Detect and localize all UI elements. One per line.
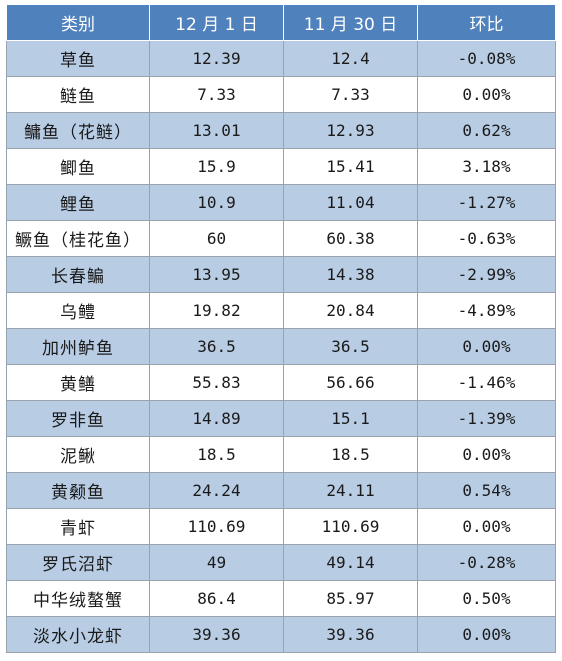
table-row: 黄鳝 55.83 56.66 -1.46% bbox=[6, 364, 556, 401]
header-change: 环比 bbox=[417, 4, 556, 41]
cell-change: -1.27% bbox=[417, 184, 556, 221]
cell-dec-1-price: 7.33 bbox=[149, 76, 284, 113]
cell-nov-30-price: 15.1 bbox=[283, 400, 418, 437]
cell-nov-30-price: 14.38 bbox=[283, 256, 418, 293]
table-row: 罗氏沼虾 49 49.14 -0.28% bbox=[6, 544, 556, 581]
cell-dec-1-price: 55.83 bbox=[149, 364, 284, 401]
cell-change: 0.00% bbox=[417, 76, 556, 113]
cell-category: 罗非鱼 bbox=[6, 400, 150, 437]
table-row: 中华绒螯蟹 86.4 85.97 0.50% bbox=[6, 580, 556, 617]
cell-category: 淡水小龙虾 bbox=[6, 616, 150, 653]
cell-dec-1-price: 49 bbox=[149, 544, 284, 581]
cell-change: 0.00% bbox=[417, 328, 556, 365]
cell-nov-30-price: 20.84 bbox=[283, 292, 418, 329]
cell-category: 罗氏沼虾 bbox=[6, 544, 150, 581]
cell-change: -1.46% bbox=[417, 364, 556, 401]
table-row: 鲤鱼 10.9 11.04 -1.27% bbox=[6, 184, 556, 221]
cell-change: 0.00% bbox=[417, 616, 556, 653]
cell-nov-30-price: 36.5 bbox=[283, 328, 418, 365]
cell-category: 乌鳢 bbox=[6, 292, 150, 329]
table-row: 泥鳅 18.5 18.5 0.00% bbox=[6, 436, 556, 473]
cell-change: -0.63% bbox=[417, 220, 556, 257]
cell-dec-1-price: 19.82 bbox=[149, 292, 284, 329]
cell-category: 泥鳅 bbox=[6, 436, 150, 473]
table-row: 鲫鱼 15.9 15.41 3.18% bbox=[6, 148, 556, 185]
cell-category: 中华绒螯蟹 bbox=[6, 580, 150, 617]
table-header: 类别 12 月 1 日 11 月 30 日 环比 bbox=[6, 4, 556, 41]
cell-change: -2.99% bbox=[417, 256, 556, 293]
cell-dec-1-price: 18.5 bbox=[149, 436, 284, 473]
cell-change: 0.50% bbox=[417, 580, 556, 617]
cell-nov-30-price: 110.69 bbox=[283, 508, 418, 545]
cell-dec-1-price: 15.9 bbox=[149, 148, 284, 185]
cell-category: 青虾 bbox=[6, 508, 150, 545]
cell-dec-1-price: 39.36 bbox=[149, 616, 284, 653]
table-row: 乌鳢 19.82 20.84 -4.89% bbox=[6, 292, 556, 329]
cell-category: 草鱼 bbox=[6, 40, 150, 77]
cell-dec-1-price: 86.4 bbox=[149, 580, 284, 617]
cell-nov-30-price: 12.4 bbox=[283, 40, 418, 77]
cell-dec-1-price: 10.9 bbox=[149, 184, 284, 221]
cell-nov-30-price: 39.36 bbox=[283, 616, 418, 653]
cell-change: -1.39% bbox=[417, 400, 556, 437]
cell-dec-1-price: 12.39 bbox=[149, 40, 284, 77]
cell-category: 鲢鱼 bbox=[6, 76, 150, 113]
table-row: 加州鲈鱼 36.5 36.5 0.00% bbox=[6, 328, 556, 365]
cell-category: 鲫鱼 bbox=[6, 148, 150, 185]
table-row: 黄颡鱼 24.24 24.11 0.54% bbox=[6, 472, 556, 509]
table-body: 草鱼 12.39 12.4 -0.08% 鲢鱼 7.33 7.33 0.00% 鳙鱼（花鲢） 13… bbox=[6, 40, 556, 653]
cell-nov-30-price: 7.33 bbox=[283, 76, 418, 113]
cell-nov-30-price: 24.11 bbox=[283, 472, 418, 509]
cell-dec-1-price: 13.95 bbox=[149, 256, 284, 293]
table-row: 罗非鱼 14.89 15.1 -1.39% bbox=[6, 400, 556, 437]
cell-change: 0.62% bbox=[417, 112, 556, 149]
cell-category: 黄鳝 bbox=[6, 364, 150, 401]
cell-change: -0.28% bbox=[417, 544, 556, 581]
cell-category: 黄颡鱼 bbox=[6, 472, 150, 509]
table-row: 鲢鱼 7.33 7.33 0.00% bbox=[6, 76, 556, 113]
cell-dec-1-price: 14.89 bbox=[149, 400, 284, 437]
cell-change: 3.18% bbox=[417, 148, 556, 185]
table-row: 淡水小龙虾 39.36 39.36 0.00% bbox=[6, 616, 556, 653]
cell-change: 0.00% bbox=[417, 508, 556, 545]
cell-nov-30-price: 56.66 bbox=[283, 364, 418, 401]
cell-change: -0.08% bbox=[417, 40, 556, 77]
cell-category: 鲤鱼 bbox=[6, 184, 150, 221]
cell-nov-30-price: 49.14 bbox=[283, 544, 418, 581]
price-table: 类别 12 月 1 日 11 月 30 日 环比 草鱼 12.39 12.4 -0.0… bbox=[6, 4, 556, 653]
table-row: 鳜鱼（桂花鱼） 60 60.38 -0.63% bbox=[6, 220, 556, 257]
table-row: 草鱼 12.39 12.4 -0.08% bbox=[6, 40, 556, 77]
cell-change: 0.00% bbox=[417, 436, 556, 473]
header-nov-30: 11 月 30 日 bbox=[283, 4, 418, 41]
cell-nov-30-price: 85.97 bbox=[283, 580, 418, 617]
table-row: 青虾 110.69 110.69 0.00% bbox=[6, 508, 556, 545]
cell-nov-30-price: 12.93 bbox=[283, 112, 418, 149]
header-row: 类别 12 月 1 日 11 月 30 日 环比 bbox=[6, 4, 556, 41]
cell-category: 鳙鱼（花鲢） bbox=[6, 112, 150, 149]
cell-change: -4.89% bbox=[417, 292, 556, 329]
cell-category: 鳜鱼（桂花鱼） bbox=[6, 220, 150, 257]
header-category: 类别 bbox=[6, 4, 150, 41]
cell-dec-1-price: 24.24 bbox=[149, 472, 284, 509]
cell-dec-1-price: 13.01 bbox=[149, 112, 284, 149]
header-dec-1: 12 月 1 日 bbox=[149, 4, 284, 41]
cell-dec-1-price: 110.69 bbox=[149, 508, 284, 545]
cell-nov-30-price: 18.5 bbox=[283, 436, 418, 473]
cell-nov-30-price: 60.38 bbox=[283, 220, 418, 257]
cell-category: 加州鲈鱼 bbox=[6, 328, 150, 365]
cell-category: 长春鳊 bbox=[6, 256, 150, 293]
table-row: 长春鳊 13.95 14.38 -2.99% bbox=[6, 256, 556, 293]
cell-dec-1-price: 60 bbox=[149, 220, 284, 257]
table-row: 鳙鱼（花鲢） 13.01 12.93 0.62% bbox=[6, 112, 556, 149]
cell-change: 0.54% bbox=[417, 472, 556, 509]
cell-dec-1-price: 36.5 bbox=[149, 328, 284, 365]
cell-nov-30-price: 11.04 bbox=[283, 184, 418, 221]
cell-nov-30-price: 15.41 bbox=[283, 148, 418, 185]
